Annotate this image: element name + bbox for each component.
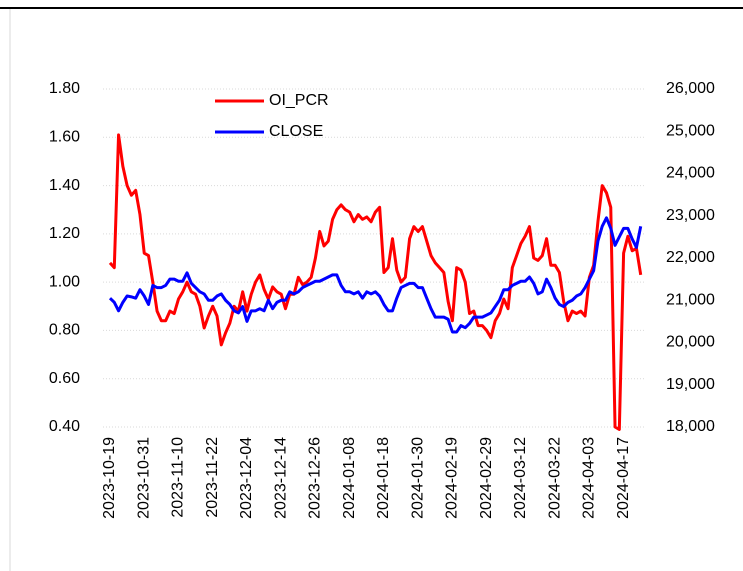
y2-tick-label: 19,000 [666, 376, 715, 393]
x-tick-label: 2024-03-12 [512, 437, 529, 519]
x-tick-label: 2024-01-18 [375, 437, 392, 519]
y2-tick-label: 21,000 [666, 291, 715, 308]
x-tick-label: 2024-02-29 [478, 437, 495, 519]
y-tick-label: 1.20 [49, 225, 80, 242]
y-tick-label: 1.40 [49, 177, 80, 194]
x-tick-label: 2024-01-08 [341, 437, 358, 519]
y2-tick-label: 23,000 [666, 207, 715, 224]
y-tick-label: 0.60 [49, 370, 80, 387]
legend-label: CLOSE [269, 123, 323, 140]
y-tick-label: 0.40 [49, 418, 80, 435]
y-tick-label: 1.00 [49, 273, 80, 290]
x-tick-label: 2023-11-22 [204, 437, 221, 518]
x-tick-label: 2023-12-26 [307, 437, 324, 519]
y2-tick-label: 25,000 [666, 122, 715, 139]
y2-tick-label: 26,000 [666, 80, 715, 97]
x-tick-label: 2024-04-03 [581, 437, 598, 519]
y-tick-label: 0.80 [49, 322, 80, 339]
y2-tick-label: 18,000 [666, 418, 715, 435]
x-tick-label: 2023-12-04 [238, 437, 255, 519]
x-tick-label: 2024-02-19 [444, 437, 461, 519]
x-tick-label: 2024-04-17 [615, 437, 632, 519]
series-line [108, 216, 643, 334]
legend-label: OI_PCR [269, 92, 329, 109]
x-tick-label: 2024-03-22 [546, 437, 563, 519]
x-tick-label: 2023-10-19 [101, 437, 118, 519]
y2-tick-label: 22,000 [666, 249, 715, 266]
series-line [108, 133, 643, 431]
x-tick-label: 2023-10-31 [135, 437, 152, 519]
x-tick-label: 2023-11-10 [170, 437, 187, 518]
y2-tick-label: 20,000 [666, 334, 715, 351]
y-tick-label: 1.60 [49, 129, 80, 146]
x-tick-label: 2023-12-14 [272, 437, 289, 519]
y-tick-label: 1.80 [49, 80, 80, 97]
y2-tick-label: 24,000 [666, 165, 715, 182]
x-tick-label: 2024-01-30 [409, 437, 426, 519]
